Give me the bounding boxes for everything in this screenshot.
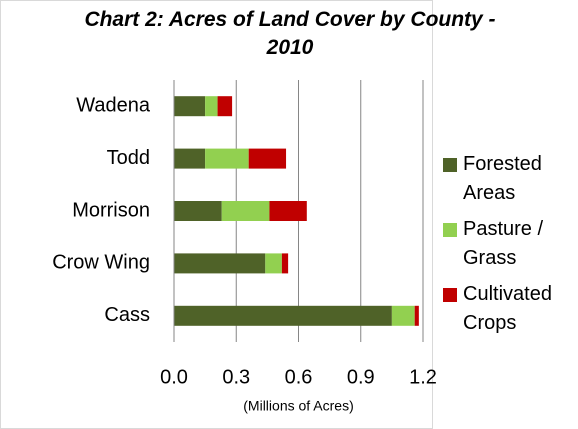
bar-segment bbox=[265, 253, 282, 274]
bar-segment bbox=[269, 201, 307, 221]
legend-swatch bbox=[443, 288, 457, 302]
bar-segment bbox=[174, 253, 266, 274]
legend-swatch bbox=[443, 158, 457, 172]
legend-label: Pasture / Grass bbox=[463, 218, 544, 269]
x-tick-label: 0.3 bbox=[222, 366, 250, 388]
bar-segment bbox=[414, 305, 419, 326]
bar-segment bbox=[391, 305, 415, 326]
bar-segment bbox=[174, 96, 206, 117]
bar-segment bbox=[281, 253, 289, 274]
x-tick-label: 0.6 bbox=[285, 366, 313, 388]
chart-title: Chart 2: Acres of Land Cover by County -… bbox=[84, 8, 496, 59]
bar-segment bbox=[174, 148, 206, 169]
legend-item: Cultivated Crops bbox=[443, 280, 568, 338]
bar-segment bbox=[248, 148, 287, 169]
y-tick-label: Cass bbox=[104, 304, 150, 326]
bar-segment bbox=[217, 96, 233, 117]
legend-item: Forested Areas bbox=[443, 150, 568, 208]
y-tick-label: Crow Wing bbox=[52, 252, 150, 274]
legend-item: Pasture / Grass bbox=[443, 215, 568, 273]
x-tick-label: 0.9 bbox=[347, 366, 375, 388]
bar-segment bbox=[174, 305, 392, 326]
legend: Forested Areas Pasture / Grass Cultivated … bbox=[443, 150, 568, 345]
bar-segment bbox=[205, 148, 249, 169]
y-tick-label: Wadena bbox=[76, 94, 151, 116]
legend-label: Cultivated Crops bbox=[463, 283, 552, 334]
legend-label: Forested Areas bbox=[463, 153, 542, 204]
bar-segment bbox=[174, 201, 222, 221]
bar-segment bbox=[205, 96, 218, 117]
bar-segment bbox=[221, 201, 270, 221]
legend-swatch bbox=[443, 223, 457, 237]
y-tick-label: Morrison bbox=[72, 199, 150, 221]
x-tick-label: 0.0 bbox=[160, 366, 188, 388]
x-tick-label: 1.2 bbox=[409, 366, 437, 388]
x-axis-label: (Millions of Acres) bbox=[243, 398, 353, 414]
y-tick-label: Todd bbox=[107, 147, 150, 169]
